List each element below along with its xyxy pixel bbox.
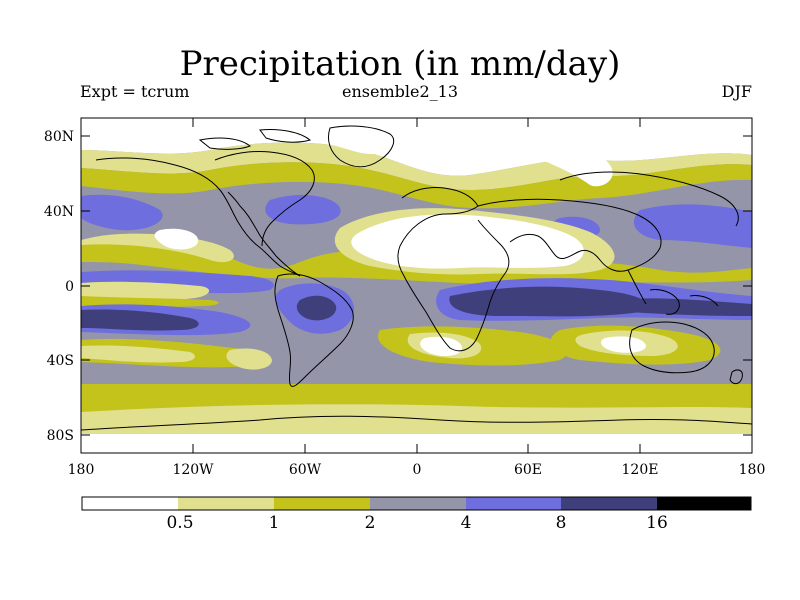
colorbar-label: 2 [365, 513, 376, 533]
colorbar-label: 8 [556, 513, 567, 533]
precipitation-field [81, 118, 752, 453]
lat-tick-label: 0 [65, 279, 74, 295]
lon-tick-label: 120E [622, 462, 659, 478]
lon-tick-label: 180 [68, 462, 95, 478]
experiment-label: Expt = tcrum [80, 82, 190, 101]
lat-tick-label: 80N [44, 129, 74, 145]
lat-tick-label: 40N [44, 204, 74, 220]
lat-tick-label: 80S [47, 428, 74, 444]
colorbar-label: 16 [646, 513, 668, 533]
colorbar-swatch [561, 497, 657, 510]
colorbar-swatch [82, 497, 178, 510]
lon-tick-label: 120W [172, 462, 214, 478]
ensemble-label: ensemble2_13 [342, 82, 458, 101]
colorbar-swatch [466, 497, 561, 510]
season-label: DJF [721, 82, 752, 101]
latitude-ticks [81, 135, 752, 436]
chart-title: Precipitation (in mm/day) [179, 44, 621, 84]
longitude-ticks [80, 118, 753, 453]
colorbar-label: 1 [269, 513, 280, 533]
colorbar [81, 496, 752, 511]
lon-tick-label: 60E [514, 462, 542, 478]
coastlines [81, 125, 752, 431]
lon-tick-label: 60W [289, 462, 322, 478]
colorbar-label: 4 [461, 513, 472, 533]
colorbar-swatch [370, 497, 466, 510]
lon-tick-label: 180 [739, 462, 766, 478]
colorbar-swatch [657, 497, 751, 510]
colorbar-label: 0.5 [166, 513, 193, 533]
colorbar-swatch [178, 497, 274, 510]
lat-tick-label: 40S [47, 353, 74, 369]
colorbar-swatch [274, 497, 370, 510]
lon-tick-label: 0 [413, 462, 422, 478]
